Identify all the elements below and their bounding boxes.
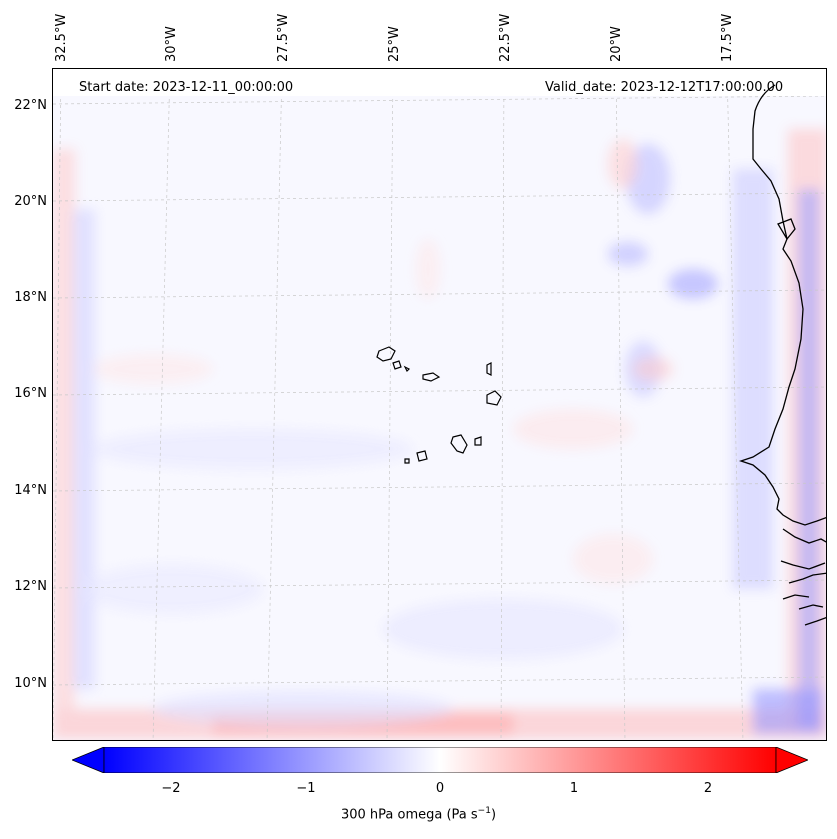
colorbar-extend-min bbox=[72, 747, 105, 773]
colorbar-label-close: ) bbox=[490, 807, 497, 823]
cbar-tick-0: 0 bbox=[435, 781, 445, 796]
lon-label-20w: 20°W bbox=[609, 26, 624, 62]
colorbar-label: 300 hPa omega (Pa s−1) bbox=[0, 806, 837, 822]
colorbar-label-text: 300 hPa omega (Pa s bbox=[340, 807, 478, 823]
colorbar bbox=[72, 747, 808, 773]
lat-label-14n: 14°N bbox=[14, 483, 47, 498]
lon-label-27-5w: 27.5°W bbox=[276, 13, 291, 62]
cape-verde-islands bbox=[376, 346, 502, 464]
lat-label-10n: 10°N bbox=[14, 676, 47, 691]
colorbar-gradient bbox=[103, 747, 777, 773]
graticule bbox=[53, 69, 826, 740]
lat-label-18n: 18°N bbox=[14, 290, 47, 305]
lon-label-25w: 25°W bbox=[387, 26, 402, 62]
cbar-tick-1: 1 bbox=[569, 781, 579, 796]
start-date-label: Start date: 2023-12-11_00:00:00 bbox=[79, 80, 294, 95]
omega-field-map bbox=[53, 69, 826, 740]
lon-label-17-5w: 17.5°W bbox=[720, 13, 735, 62]
lat-label-20n: 20°N bbox=[14, 194, 47, 209]
valid-date-label: Valid_date: 2023-12-12T17:00:00.00 bbox=[545, 80, 784, 95]
header-strip bbox=[53, 69, 826, 96]
omega-field-shading bbox=[53, 129, 826, 739]
lat-label-22n: 22°N bbox=[14, 98, 47, 113]
lon-label-22-5w: 22.5°W bbox=[498, 13, 513, 62]
lon-label-32-5w: 32.5°W bbox=[54, 13, 69, 62]
cbar-tick-neg1: −1 bbox=[296, 781, 316, 796]
lat-label-12n: 12°N bbox=[14, 579, 47, 594]
colorbar-extend-max bbox=[775, 747, 808, 773]
map-panel[interactable] bbox=[52, 68, 827, 741]
cbar-tick-2: 2 bbox=[703, 781, 713, 796]
cbar-tick-neg2: −2 bbox=[161, 781, 181, 796]
coastline bbox=[738, 84, 826, 626]
colorbar-label-exponent: −1 bbox=[477, 806, 491, 816]
lat-label-16n: 16°N bbox=[14, 386, 47, 401]
lon-label-30w: 30°W bbox=[164, 26, 179, 62]
